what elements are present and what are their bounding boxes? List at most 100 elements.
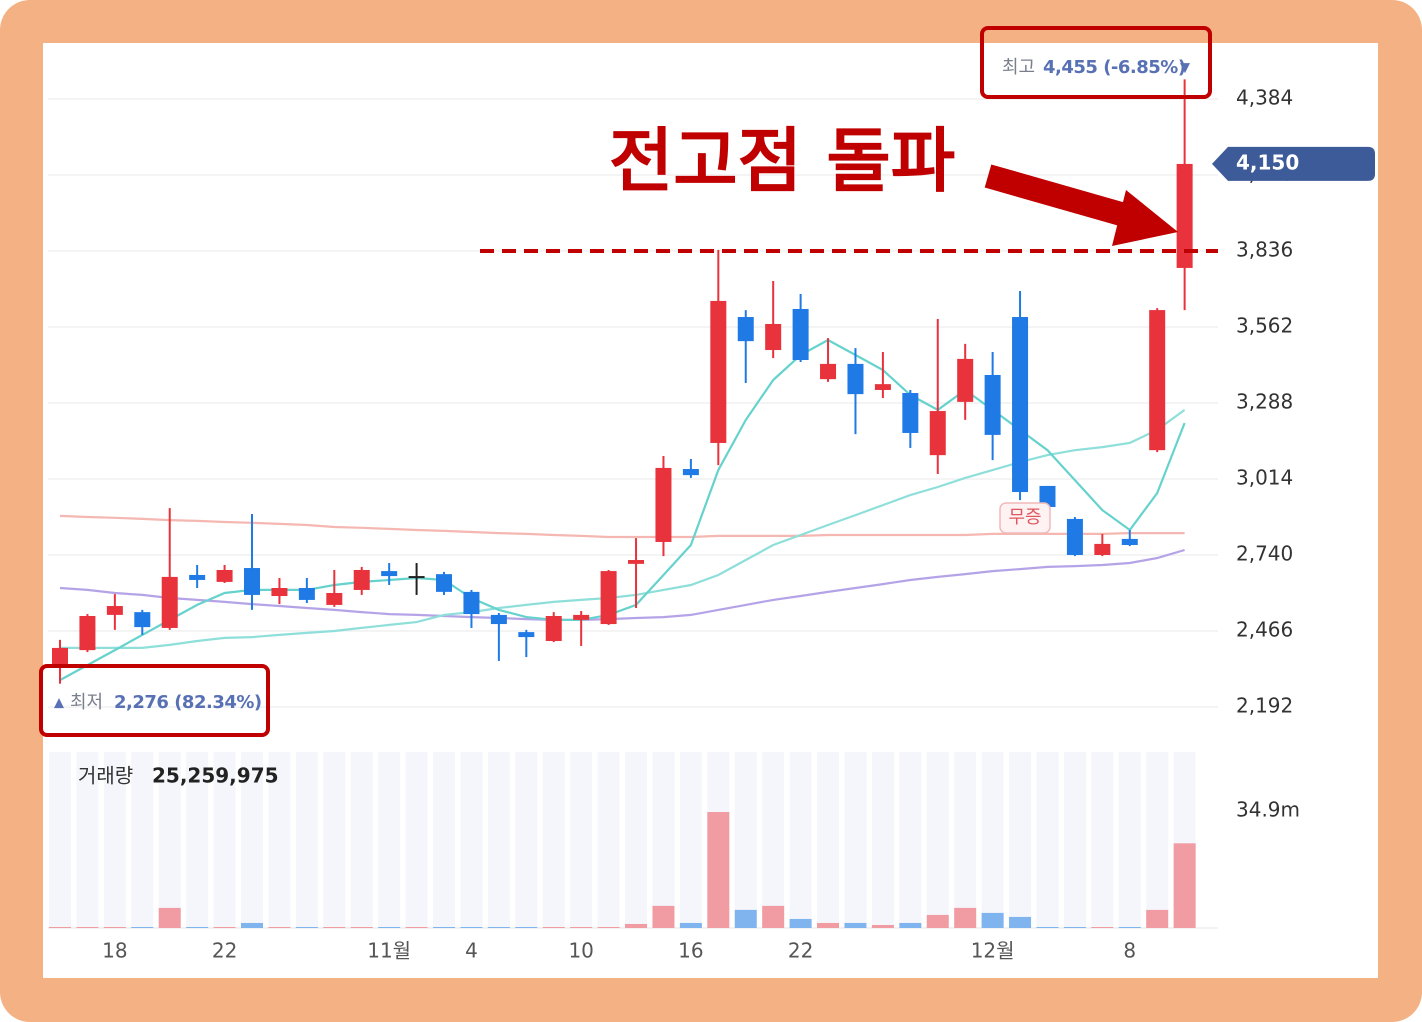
volume-column	[158, 752, 181, 928]
volume-bar	[76, 926, 99, 928]
volume-bar	[652, 905, 675, 928]
volume-column	[542, 752, 565, 928]
candle-body	[161, 576, 178, 628]
candle-body	[216, 569, 233, 582]
volume-column	[131, 752, 154, 928]
candle-body	[655, 467, 672, 542]
volume-bar	[350, 926, 373, 928]
candle-body	[792, 308, 809, 361]
annotation-arrow-shaft	[984, 164, 1139, 230]
y-tick-label: 3,014	[1236, 466, 1293, 490]
candle-body	[902, 393, 919, 433]
volume-column	[844, 752, 867, 928]
y-tick-label: 3,562	[1236, 314, 1293, 338]
volume-current: 25,259,975	[152, 764, 279, 788]
moving-average-line	[59, 514, 1185, 539]
volume-column	[1091, 752, 1114, 928]
moving-average-line	[60, 409, 1186, 649]
candle-body	[1039, 485, 1056, 508]
volume-column	[625, 752, 648, 928]
volume-bar	[1173, 843, 1196, 928]
candle-body	[271, 588, 288, 597]
volume-column	[515, 752, 538, 928]
volume-column	[433, 752, 456, 928]
candle-body	[353, 569, 370, 590]
candle-body	[298, 588, 315, 600]
volume-bar	[49, 926, 71, 928]
volume-column	[241, 752, 264, 928]
volume-column	[981, 752, 1004, 928]
candle-body	[52, 647, 68, 668]
volume-tick-label: 34.9m	[1236, 798, 1300, 822]
event-badge-label: 무증	[1008, 507, 1041, 528]
volume-bar	[487, 926, 510, 928]
volume-bar	[679, 922, 702, 928]
candle-body	[463, 591, 480, 615]
candle-body	[765, 323, 782, 351]
high-marker-symbol: ▼	[1180, 61, 1190, 76]
volume-column	[817, 752, 840, 928]
volume-column	[926, 752, 949, 928]
volume-bar	[186, 926, 209, 928]
candle-body	[1012, 317, 1029, 493]
y-tick-label: 4,384	[1236, 86, 1293, 110]
low-marker-text: 2,276 (82.34%)	[114, 692, 262, 713]
candle-body	[1149, 310, 1166, 451]
volume-column	[186, 752, 209, 928]
y-tick-label: 3,288	[1236, 390, 1293, 414]
volume-column	[460, 752, 483, 928]
y-tick-label: 2,466	[1236, 617, 1293, 641]
x-tick-label: 22	[788, 939, 813, 963]
volume-column	[268, 752, 291, 928]
volume-column	[76, 752, 99, 928]
candle-body	[710, 300, 727, 443]
volume-bar	[707, 812, 730, 928]
volume-bar	[817, 922, 840, 928]
volume-column	[405, 752, 428, 928]
volume-column	[1036, 752, 1059, 928]
volume-bar	[295, 926, 318, 928]
volume-bar	[405, 926, 428, 928]
high-marker-prefix: 최고	[1002, 57, 1035, 78]
volume-bar	[1118, 926, 1141, 928]
volume-bar	[515, 926, 538, 928]
low-marker-symbol: ▲	[54, 696, 64, 711]
volume-bar	[844, 922, 867, 928]
candle-body	[436, 574, 453, 592]
x-tick-label: 18	[102, 939, 127, 963]
candle-body	[573, 614, 590, 620]
volume-bar	[433, 926, 456, 928]
volume-bar	[323, 926, 346, 928]
volume-column	[734, 752, 757, 928]
volume-bar	[734, 909, 757, 928]
y-tick-label: 3,836	[1236, 238, 1293, 262]
volume-bar	[1091, 926, 1114, 928]
volume-column	[103, 752, 126, 928]
volume-bar	[762, 905, 785, 928]
volume-column	[899, 752, 922, 928]
event-badge	[999, 502, 1051, 534]
candle-body	[957, 358, 974, 402]
candle-body	[134, 612, 151, 628]
volume-bar	[1063, 926, 1086, 928]
volume-column	[295, 752, 318, 928]
candle-body	[408, 576, 425, 579]
candle-body	[874, 384, 891, 390]
candle-body	[1176, 163, 1193, 268]
candle-body	[79, 616, 96, 651]
volume-bar	[103, 926, 126, 928]
volume-column	[1118, 752, 1141, 928]
volume-bar	[241, 922, 264, 928]
volume-column	[378, 752, 401, 928]
candle-body	[189, 574, 206, 580]
volume-bar	[899, 922, 922, 928]
volume-bar	[1036, 926, 1059, 928]
candle-body	[984, 374, 1001, 435]
candle-body	[1094, 543, 1111, 555]
volume-bar	[871, 924, 894, 928]
last-price-badge	[1212, 146, 1375, 181]
volume-bar	[213, 926, 236, 928]
volume-column	[871, 752, 894, 928]
highlight-box	[39, 664, 270, 737]
